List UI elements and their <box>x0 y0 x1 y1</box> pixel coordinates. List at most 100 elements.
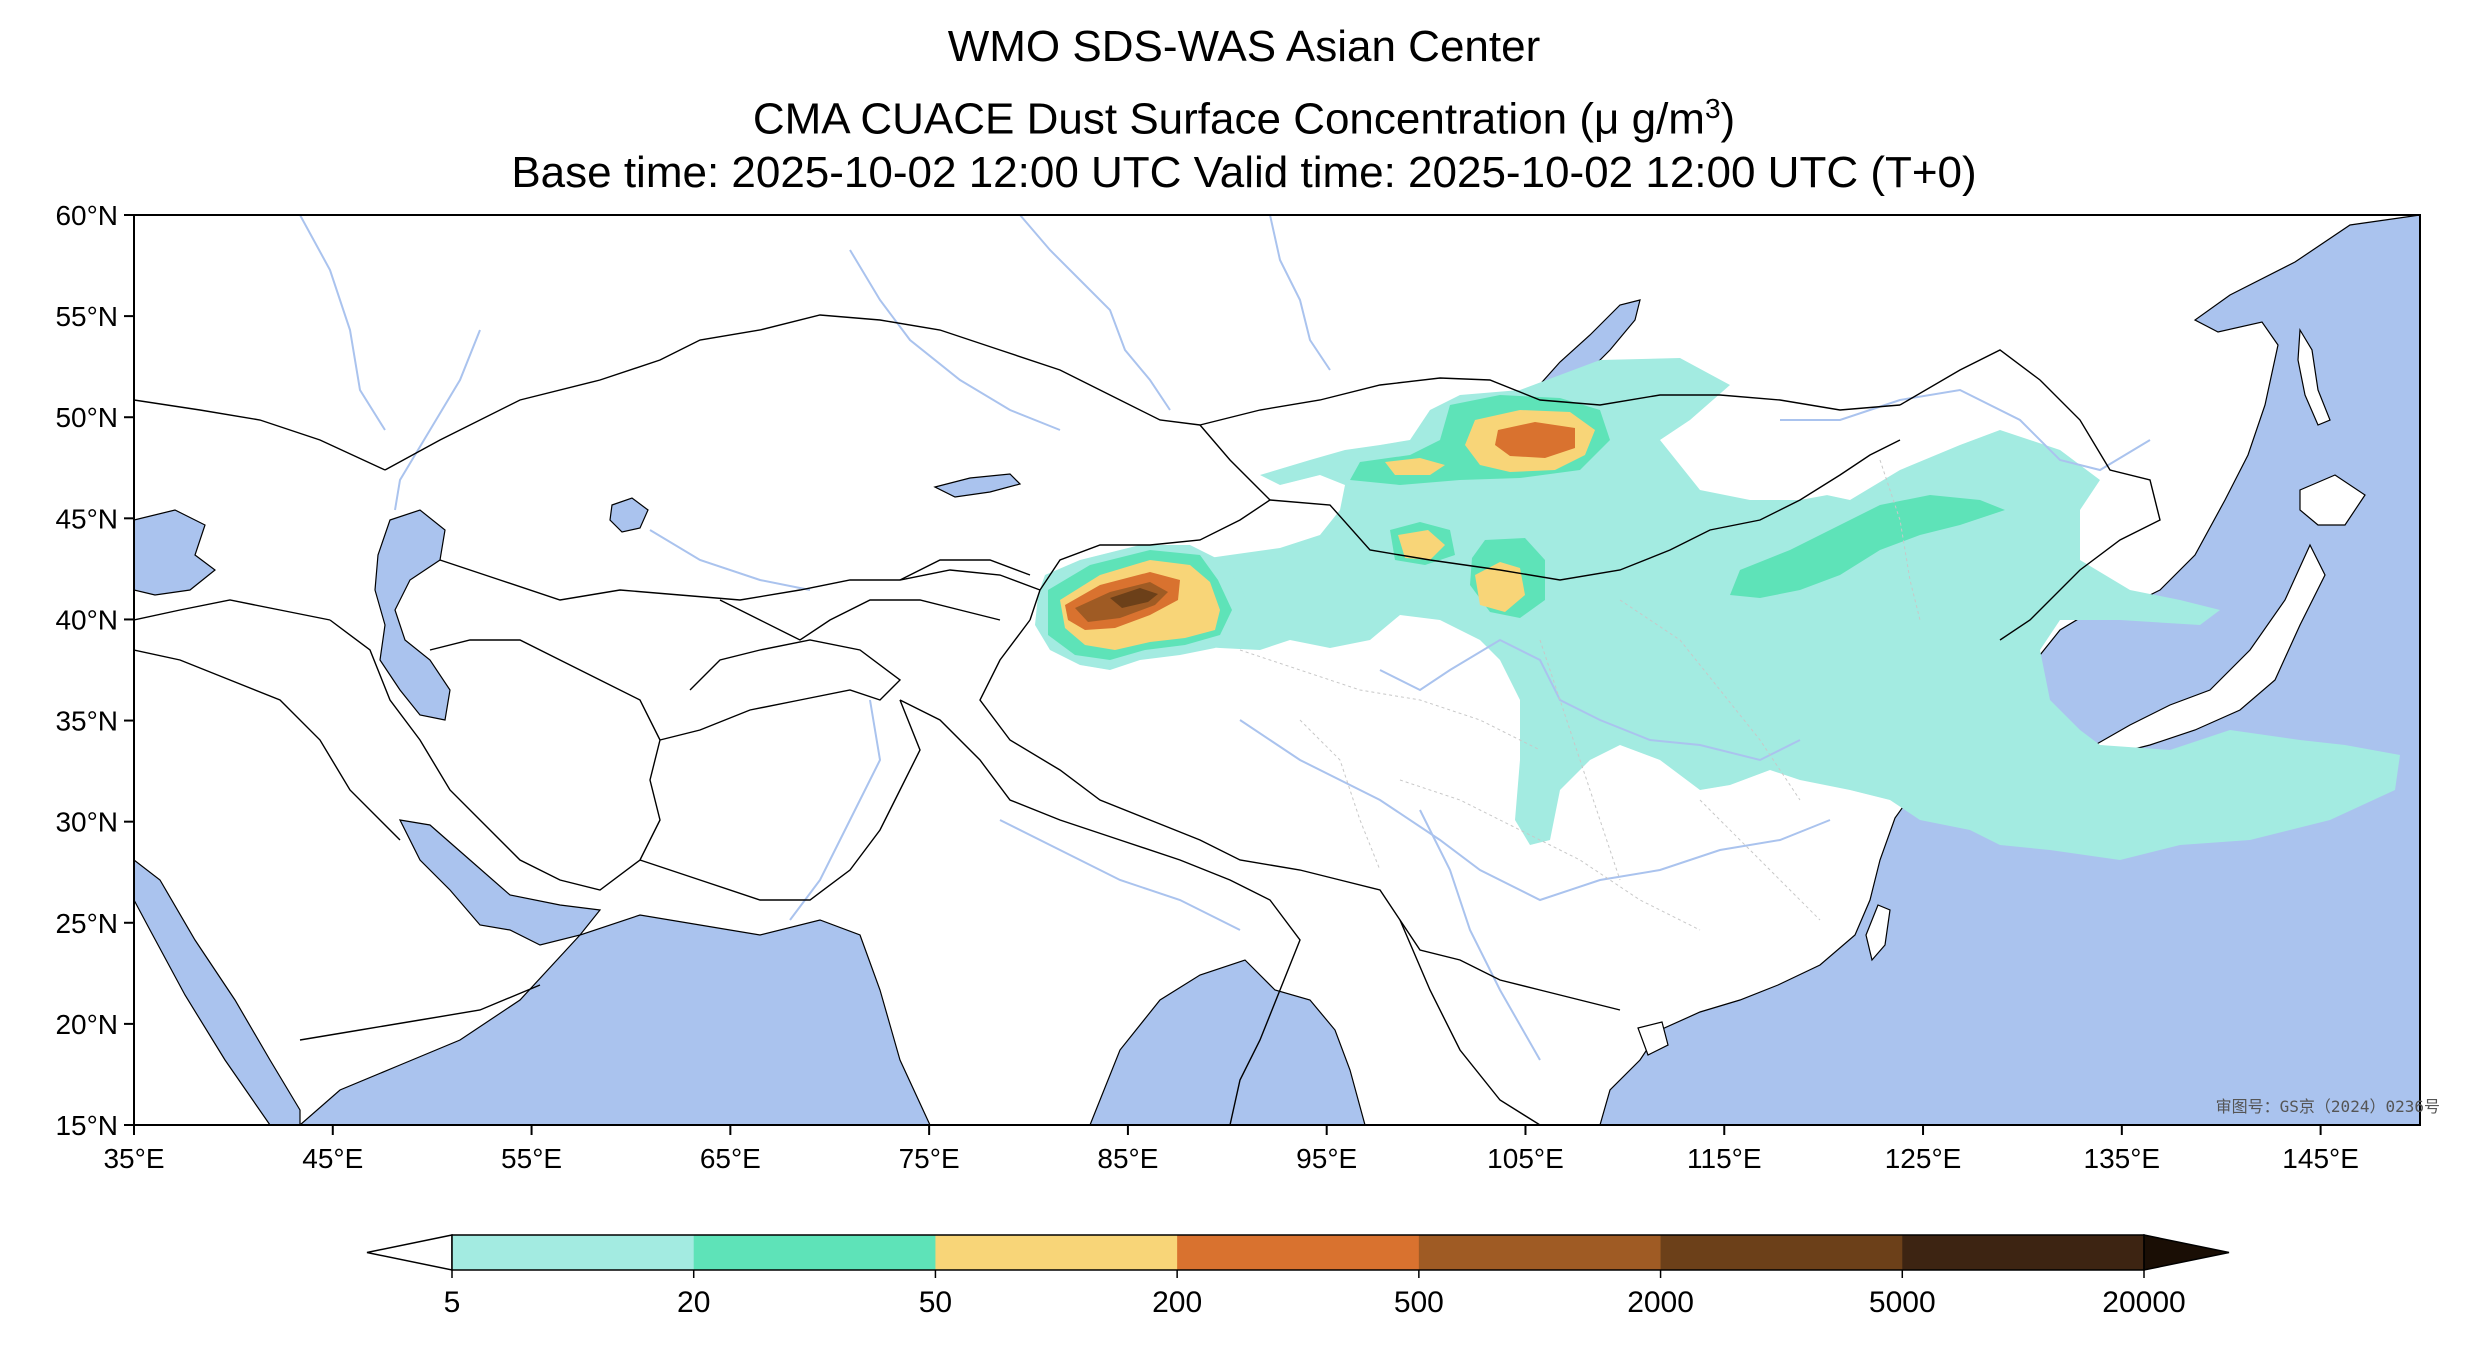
aral-sea <box>609 497 649 533</box>
lon-tick-label: 115°E <box>1687 1143 1762 1174</box>
lon-tick-label: 55°E <box>501 1143 562 1174</box>
border-central-asia <box>719 599 1001 641</box>
lat-tick-label: 30°N <box>55 807 118 838</box>
river-volga <box>394 329 481 511</box>
map-area <box>134 215 2420 1125</box>
border-kazakhstan-china <box>1029 424 1272 621</box>
river-ob <box>1019 215 1171 411</box>
river-yangtze <box>1239 719 1831 902</box>
colorbar-level-label: 2000 <box>1627 1286 1694 1319</box>
lat-tick-label: 50°N <box>55 402 118 433</box>
dust-gap-mongolia <box>1700 440 1860 500</box>
border-arabia-south <box>299 984 541 1041</box>
latitude-axis: 60°N 55°N 50°N 45°N 40°N 35°N 30°N 25°N 20°N 15°N <box>55 200 134 1141</box>
river-mekong <box>1419 809 1541 1061</box>
border-layer <box>134 314 2161 1125</box>
caspian-sea <box>374 509 451 721</box>
chart-subtitle: CMA CUACE Dust Surface Concentration (μ … <box>0 84 2488 145</box>
border-arabia <box>134 649 401 841</box>
lat-tick-label: 25°N <box>55 908 118 939</box>
colorbar-extend-min <box>366 1234 453 1271</box>
lon-tick-label: 95°E <box>1296 1143 1357 1174</box>
lon-tick-label: 85°E <box>1097 1143 1158 1174</box>
dust-contours <box>1035 358 2400 860</box>
border-china-south <box>979 619 1621 1011</box>
review-number: 审图号：GS京（2024）0236号 <box>2216 1097 2440 1116</box>
colorbar-level-label: 20000 <box>2102 1286 2185 1319</box>
colorbar-level-label: 200 <box>1152 1286 1202 1319</box>
province-layer <box>1239 459 1921 931</box>
border-russia-west <box>134 399 386 471</box>
border-china-mongolia <box>1269 439 1901 581</box>
hainan <box>1637 1021 1669 1056</box>
colorbar-segment <box>935 1235 1178 1270</box>
subtitle-text: CMA CUACE Dust Surface Concentration ( <box>752 94 1595 144</box>
colorbar-segment <box>1660 1235 1903 1270</box>
unit-superscript: 3 <box>1704 93 1721 124</box>
unit-text: μ g/m <box>1594 94 1705 144</box>
lon-tick-label: 145°E <box>2282 1143 2359 1174</box>
river-indus <box>789 699 882 921</box>
lat-tick-label: 20°N <box>55 1009 118 1040</box>
border-kyrgyzstan <box>899 559 1031 581</box>
colorbar-level-label: 50 <box>919 1286 952 1319</box>
colorbar-segment <box>693 1235 936 1270</box>
chart-title: WMO SDS-WAS Asian Center <box>947 22 1541 71</box>
persian-gulf <box>398 819 602 946</box>
subtitle-close: ) <box>1720 94 1736 144</box>
colorbar-segment <box>1418 1235 1662 1270</box>
river-yenisei <box>1269 215 1331 371</box>
colorbar-extend-max <box>2143 1234 2230 1271</box>
border-pakistan <box>639 699 921 901</box>
colorbar: 5 20 50 200 500 2000 5000 20000 <box>366 1234 2230 1319</box>
lon-tick-label: 125°E <box>1885 1143 1962 1174</box>
border-indochina <box>1399 919 1541 1125</box>
border-china-russia-ne <box>1899 349 2161 641</box>
border-kazakhstan-south <box>439 559 1041 601</box>
border-russia-mongolia <box>1199 377 1901 426</box>
colorbar-level-label: 5 <box>444 1286 461 1319</box>
lon-tick-label: 45°E <box>302 1143 363 1174</box>
colorbar-segment <box>1902 1235 2145 1270</box>
lon-tick-label: 75°E <box>899 1143 960 1174</box>
lon-tick-label: 65°E <box>700 1143 761 1174</box>
time-caption: Base time: 2025-10-02 12:00 UTC Valid ti… <box>511 148 1977 197</box>
red-sea <box>134 859 301 1125</box>
border-india <box>899 699 1301 1125</box>
lat-tick-label: 15°N <box>55 1110 118 1141</box>
river-amur <box>1780 388 2151 472</box>
border-russia-kazakhstan <box>384 314 1201 471</box>
lat-tick-label: 40°N <box>55 604 118 635</box>
lon-tick-label: 135°E <box>2084 1143 2161 1174</box>
longitude-axis: 35°E 45°E 55°E 65°E 75°E 85°E 95°E 105°E 115°E 12… <box>103 1125 2359 1174</box>
arabian-sea <box>299 914 931 1125</box>
colorbar-frame <box>451 1234 2145 1271</box>
river-ural <box>299 215 386 431</box>
river-amu-darya <box>649 529 811 591</box>
black-sea <box>134 509 216 596</box>
colorbar-segment <box>452 1235 695 1270</box>
river-irtysh <box>849 249 1061 431</box>
taiwan <box>1865 904 1891 962</box>
colorbar-level-label: 20 <box>677 1286 710 1319</box>
lat-tick-label: 35°N <box>55 706 118 737</box>
lon-tick-label: 105°E <box>1487 1143 1564 1174</box>
lake-balkhash <box>933 473 1022 498</box>
bay-of-bengal <box>1089 959 1366 1125</box>
map-frame <box>133 214 2421 1126</box>
colorbar-segment <box>1177 1235 1420 1270</box>
river-yellow <box>1379 638 1801 762</box>
hokkaido <box>2299 474 2366 526</box>
river-ganges <box>999 819 1241 931</box>
sakhalin <box>2297 328 2331 426</box>
border-caucasus <box>134 599 331 621</box>
lat-tick-label: 45°N <box>55 503 118 534</box>
lat-tick-label: 60°N <box>55 200 118 231</box>
colorbar-level-label: 500 <box>1394 1286 1444 1319</box>
lat-tick-label: 55°N <box>55 301 118 332</box>
border-afghanistan <box>659 639 902 741</box>
lon-tick-label: 35°E <box>103 1143 164 1174</box>
colorbar-level-label: 5000 <box>1869 1286 1936 1319</box>
dust-level-2000 <box>1110 588 1158 608</box>
